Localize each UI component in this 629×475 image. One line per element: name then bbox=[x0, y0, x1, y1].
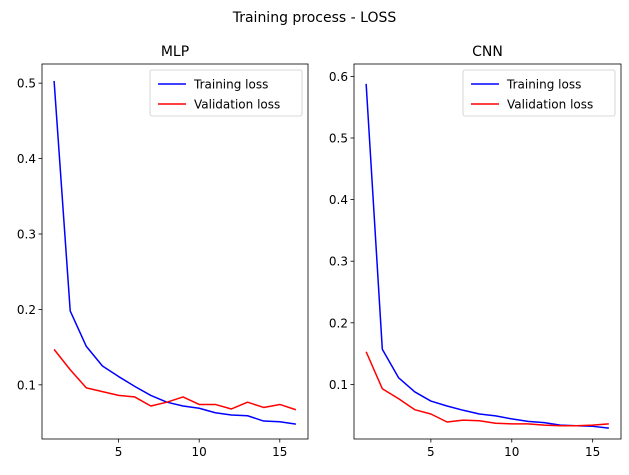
cnn-y-tick-label: 0.6 bbox=[329, 70, 348, 84]
mlp-y-tick-label: 0.1 bbox=[17, 378, 36, 392]
cnn-y-tick-label: 0.5 bbox=[329, 131, 348, 145]
cnn-y-tick-label: 0.1 bbox=[329, 378, 348, 392]
cnn-x-tick-label: 5 bbox=[427, 445, 435, 459]
mlp-y-tick-label: 0.3 bbox=[17, 228, 36, 242]
cnn-y-tick-label: 0.3 bbox=[329, 255, 348, 269]
mlp-x-tick-label: 5 bbox=[115, 445, 123, 459]
cnn-axes-frame bbox=[353, 63, 622, 440]
cnn-x-tick-label: 15 bbox=[585, 445, 600, 459]
cnn-y-tick-label: 0.4 bbox=[329, 193, 348, 207]
mlp-legend-label: Validation loss bbox=[194, 98, 280, 112]
mlp-y-tick-label: 0.5 bbox=[17, 77, 36, 91]
cnn-y-tick-label: 0.2 bbox=[329, 316, 348, 330]
mlp-title: MLP bbox=[161, 44, 189, 60]
cnn-legend-label: Training loss bbox=[506, 78, 581, 92]
cnn-legend-label: Validation loss bbox=[507, 98, 593, 112]
mlp-validation-loss-line bbox=[53, 348, 297, 411]
mlp-training-loss-line bbox=[53, 80, 297, 425]
cnn-chart: CNN 5 10 15 0.1 0.2 0.3 0.4 0.5 0.6 Training loss V… bbox=[329, 44, 622, 459]
mlp-legend-box bbox=[149, 69, 303, 117]
mlp-y-tick-label: 0.2 bbox=[17, 303, 36, 317]
cnn-training-loss-line bbox=[365, 83, 609, 429]
mlp-axes-frame bbox=[41, 63, 309, 440]
mlp-legend-label: Training loss bbox=[193, 78, 268, 92]
mlp-chart: MLP 5 10 15 0.1 0.2 0.3 0.4 0.5 Training loss Vali… bbox=[17, 44, 309, 459]
cnn-legend: Training loss Validation loss bbox=[462, 69, 616, 117]
cnn-x-tick-label: 10 bbox=[504, 445, 519, 459]
mlp-x-tick-label: 15 bbox=[272, 445, 287, 459]
mlp-legend: Training loss Validation loss bbox=[149, 69, 303, 117]
cnn-title: CNN bbox=[472, 44, 503, 60]
cnn-validation-loss-line bbox=[365, 351, 609, 427]
mlp-x-tick-label: 10 bbox=[192, 445, 207, 459]
figure-suptitle: Training process - LOSS bbox=[232, 10, 397, 26]
cnn-legend-box bbox=[462, 69, 616, 117]
mlp-y-tick-label: 0.4 bbox=[17, 152, 36, 166]
